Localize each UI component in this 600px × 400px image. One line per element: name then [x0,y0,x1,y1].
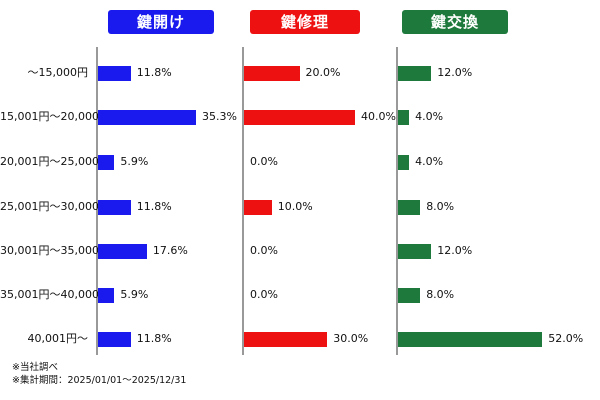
bar [398,154,410,170]
panel-title-2: 鍵交換 [402,10,508,34]
panel-title-0: 鍵開け [108,10,214,34]
bar [244,199,272,215]
bar [98,331,131,347]
bar [398,243,432,259]
data-label: 8.0% [426,288,455,301]
category-label: 25,001円～30,000円 [0,200,110,213]
period-note: ※集計期間：2025/01/01～2025/12/31 [12,375,187,386]
data-label: 8.0% [426,200,455,213]
bar [98,287,115,303]
source-note: ※当社調べ [12,362,58,373]
data-label: 10.0% [277,200,313,213]
category-label: 40,001円～ [27,332,89,345]
data-label: 4.0% [415,110,444,123]
data-label: 4.0% [415,155,444,168]
bar [98,109,196,125]
bar [398,287,421,303]
data-label: 11.8% [136,332,172,345]
bar [398,199,421,215]
bar [244,109,355,125]
data-label: 30.0% [333,332,369,345]
category-label: 30,001円～35,000円 [0,244,110,257]
data-label: 5.9% [120,288,149,301]
data-label: 0.0% [250,288,278,301]
data-label: 11.8% [136,200,172,213]
data-label: 52.0% [548,332,584,345]
data-label: 11.8% [136,66,172,79]
data-label: 12.0% [437,66,473,79]
data-label: 0.0% [250,244,278,257]
bar [244,331,328,347]
bar [398,109,410,125]
bar [98,199,131,215]
category-label: 15,001円～20,000円 [0,110,110,123]
bar [98,154,115,170]
bar [244,65,300,81]
data-label: 40.0% [361,110,396,123]
category-label: 20,001円～25,000円 [0,155,110,168]
data-label: 35.3% [201,110,237,123]
data-label: 5.9% [120,155,149,168]
data-label: 0.0% [250,155,278,168]
data-label: 20.0% [305,66,341,79]
bar [398,65,432,81]
category-label: 35,001円～40,000円 [0,288,110,301]
data-label: 17.6% [152,244,188,257]
bar [98,65,131,81]
panel-title-1: 鍵修理 [250,10,360,34]
category-label: ～15,000円 [27,66,89,79]
data-label: 12.0% [437,244,473,257]
bar [98,243,147,259]
bar [398,331,543,347]
